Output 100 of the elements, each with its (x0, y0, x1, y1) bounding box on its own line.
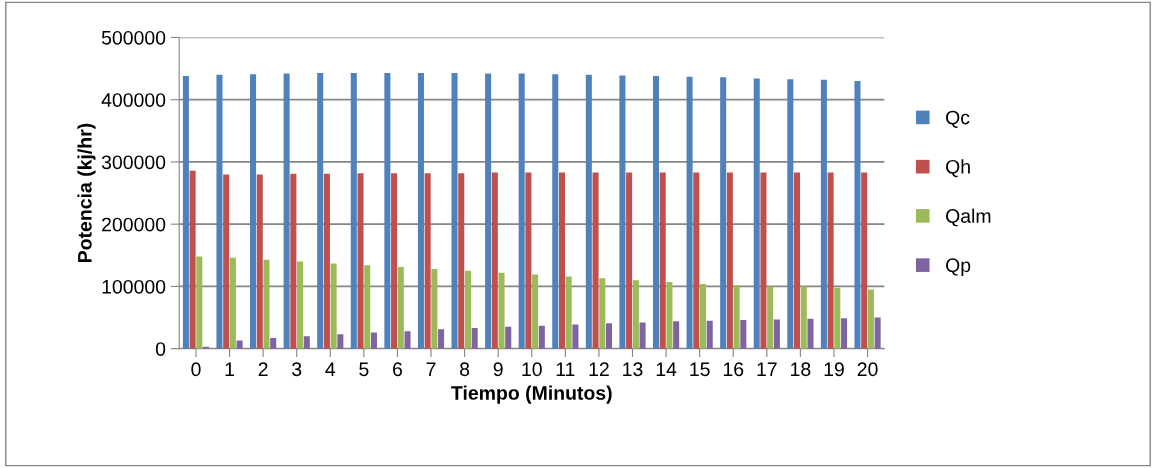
bar (256, 174, 263, 349)
bar (330, 263, 337, 349)
bar (464, 270, 471, 349)
y-tick-label: 500000 (101, 30, 166, 45)
bar (391, 173, 398, 349)
bar (841, 318, 848, 349)
y-axis-title: Potencia (kj/hr) (77, 123, 96, 262)
bar (834, 287, 841, 349)
bar (424, 173, 431, 349)
x-tick-label: 6 (393, 362, 402, 377)
bar (471, 328, 478, 349)
bar (538, 325, 545, 349)
bar (532, 274, 539, 349)
x-tick-label: 20 (857, 362, 878, 377)
bar (720, 77, 727, 349)
bar (867, 289, 874, 349)
y-tick-label: 200000 (102, 217, 166, 232)
bar (820, 79, 827, 349)
bar (639, 322, 646, 349)
bar (357, 173, 364, 349)
bar (619, 75, 626, 349)
bar (760, 172, 767, 349)
y-tick-label: 300000 (101, 155, 166, 170)
x-tick-label: 10 (522, 362, 542, 377)
bar (861, 172, 868, 349)
bar (767, 286, 774, 349)
bar (283, 73, 290, 349)
bar (673, 321, 680, 349)
bar (438, 329, 445, 349)
x-tick-label: 12 (589, 362, 609, 376)
bar (699, 283, 707, 349)
legend-label: Qalm (946, 208, 991, 227)
bar (874, 317, 881, 349)
x-tick-label: 17 (757, 362, 777, 376)
bar (263, 259, 270, 349)
bar (317, 72, 324, 349)
bar (552, 74, 559, 349)
bar (297, 261, 304, 349)
legend-label: Qp (946, 258, 971, 276)
bar (485, 73, 492, 349)
bar (794, 172, 801, 349)
bar (652, 76, 660, 349)
x-tick-label: 2 (258, 362, 268, 376)
bar (364, 265, 371, 349)
x-tick-label: 11 (556, 362, 575, 376)
x-tick-label: 18 (791, 362, 811, 377)
bar (189, 170, 196, 349)
bar (303, 336, 310, 349)
x-tick-label: 3 (292, 362, 302, 377)
y-tick-label: 400000 (101, 93, 166, 107)
bar (290, 173, 297, 349)
bar (417, 72, 424, 349)
bar (706, 320, 713, 349)
x-axis-title: Tiempo (Minutos) (451, 385, 612, 404)
bar (498, 272, 505, 349)
bar (525, 172, 532, 349)
bar (458, 173, 465, 349)
bar (605, 323, 613, 349)
bar (518, 73, 525, 349)
bar (807, 318, 814, 349)
bar (659, 172, 666, 349)
bar (666, 282, 673, 349)
bar (397, 267, 404, 349)
x-tick-label: 13 (623, 362, 643, 377)
x-tick-label: 9 (493, 362, 503, 377)
bar (726, 172, 733, 349)
bar (800, 286, 807, 349)
x-tick-label: 4 (325, 362, 336, 376)
bar (229, 257, 236, 349)
bar (693, 172, 700, 349)
bar (216, 74, 223, 349)
x-tick-label: 7 (426, 362, 436, 376)
x-tick-label: 0 (191, 362, 201, 377)
bar (182, 76, 189, 349)
bar (686, 76, 693, 349)
bar (626, 172, 633, 349)
bar (740, 320, 747, 349)
x-tick-label: 15 (690, 362, 710, 377)
bar (196, 256, 203, 349)
x-tick-label: 14 (656, 362, 677, 376)
bar (854, 81, 861, 349)
y-tick-label: 0 (155, 342, 166, 356)
bar (491, 172, 498, 349)
bar (773, 319, 780, 349)
bar (323, 173, 330, 349)
legend-label: Qh (946, 159, 970, 178)
x-tick-label: 1 (225, 362, 235, 376)
bar (632, 280, 639, 349)
bar (585, 74, 592, 349)
bar (572, 324, 579, 349)
bar (350, 72, 357, 349)
bar (787, 79, 794, 349)
bar (733, 285, 740, 349)
x-tick-label: 8 (460, 362, 470, 377)
bar (592, 172, 599, 349)
x-tick-label: 5 (359, 362, 369, 377)
bar (270, 338, 277, 349)
bar (431, 268, 438, 349)
bar (827, 172, 834, 349)
x-tick-label: 16 (723, 362, 744, 377)
